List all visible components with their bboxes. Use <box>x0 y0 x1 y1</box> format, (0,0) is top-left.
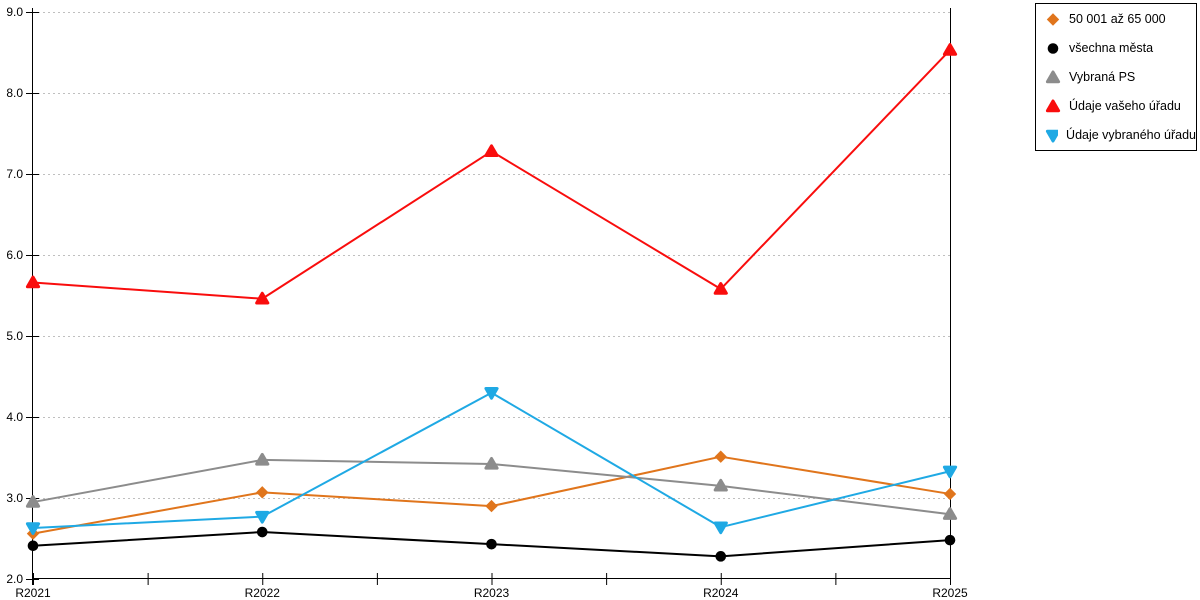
x-tick-label: R2022 <box>245 586 281 600</box>
series-1 <box>27 526 956 562</box>
legend-item: Údaje vašeho úřadu <box>1036 92 1196 121</box>
series-4 <box>25 387 958 535</box>
x-axis: R2021 R2022 R2023 R2024 R2025 <box>15 573 968 600</box>
y-tick-label: 5.0 <box>6 329 23 343</box>
y-tick-label: 7.0 <box>6 167 23 181</box>
triangle-up-icon <box>1045 70 1061 84</box>
x-tick-label: R2025 <box>932 586 968 600</box>
y-tick-label: 9.0 <box>6 5 23 19</box>
legend: 50 001 až 65 000 všechna města Vybraná PS Ú… <box>1035 3 1197 151</box>
legend-item: Údaje vybraného úřadu <box>1036 121 1196 150</box>
series-0 <box>26 450 957 540</box>
series-3 <box>25 43 958 305</box>
legend-item-label: Údaje vašeho úřadu <box>1069 99 1181 113</box>
circle-icon <box>1047 43 1059 54</box>
triangle-up-icon <box>1045 99 1061 113</box>
y-axis: 2.0 3.0 4.0 5.0 6.0 7.0 8.0 9.0 <box>6 5 39 586</box>
y-tick-label: 8.0 <box>6 86 23 100</box>
x-tick-label: R2024 <box>703 586 739 600</box>
legend-item-label: všechna města <box>1069 41 1154 55</box>
y-tick-label: 4.0 <box>6 410 23 424</box>
legend-item: 50 001 až 65 000 <box>1036 5 1196 34</box>
y-tick-label: 6.0 <box>6 248 23 262</box>
legend-item: Vybraná PS <box>1036 63 1196 92</box>
legend-item: všechna města <box>1036 34 1196 63</box>
x-tick-label: R2023 <box>474 586 510 600</box>
series-2 <box>25 452 958 520</box>
diamond-icon <box>1046 13 1060 26</box>
legend-item-label: Údaje vybraného úřadu <box>1066 128 1196 142</box>
triangle-down-icon <box>1045 129 1059 143</box>
x-tick-label: R2021 <box>15 586 51 600</box>
y-tick-label: 2.0 <box>6 572 23 586</box>
legend-item-label: Vybraná PS <box>1069 70 1136 84</box>
gridlines <box>33 12 951 499</box>
legend-item-label: 50 001 až 65 000 <box>1069 12 1166 26</box>
y-tick-label: 3.0 <box>6 491 23 505</box>
